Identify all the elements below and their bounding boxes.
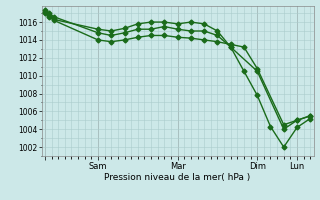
X-axis label: Pression niveau de la mer( hPa ): Pression niveau de la mer( hPa ) [104, 173, 251, 182]
